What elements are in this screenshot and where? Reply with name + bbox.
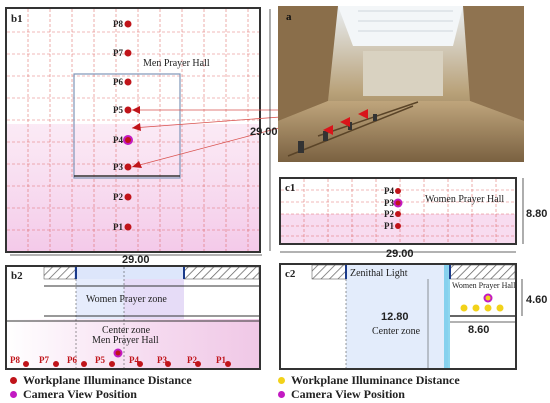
b2-zone-center: Center zone	[102, 325, 151, 336]
b1-view-arrows	[131, 109, 295, 168]
c2-points	[460, 293, 504, 312]
legend-left-camera: Camera View Position	[10, 387, 137, 402]
panel-a: a	[278, 6, 524, 162]
panel-c1-drawing: P4 P3 P2 P1 c1 Women Prayer Hall 8.80 29…	[279, 177, 547, 260]
panel-c2: c2 Zenithal Light 12.80 Center zone Wome…	[278, 262, 550, 374]
b1-width-dim-line: 29.00	[10, 254, 262, 266]
b1-width-dim-row: 29.00	[4, 250, 264, 266]
b1-zenithal-opening	[73, 73, 181, 179]
legend-right-camera: Camera View Position	[278, 387, 405, 402]
legend-left-camera-label: Camera View Position	[23, 387, 137, 401]
b1-p1: P1	[113, 222, 123, 232]
c2-dim-860: 8.60	[468, 324, 489, 336]
b1-points	[123, 20, 133, 231]
interior-photo: a	[278, 6, 524, 162]
b1-width-dim: 29.00	[122, 254, 150, 264]
legend-right-illuminance-label: Workplane Illuminance Distance	[291, 373, 460, 387]
c2-zenithal-label: Zenithal Light	[350, 268, 408, 279]
legend-left-illuminance: Workplane Illuminance Distance	[10, 373, 192, 388]
c2-center-dim: 12.80	[381, 311, 409, 323]
b1-grid	[7, 9, 259, 251]
c2-women-label: Women Prayer Hall	[452, 281, 516, 290]
legend-right-camera-label: Camera View Position	[291, 387, 405, 401]
c1-label: c1	[285, 182, 295, 194]
c1-p4: P4	[384, 186, 394, 196]
b2-points	[23, 348, 231, 367]
c1-p1: P1	[384, 221, 394, 231]
panel-b1: P8 P7 P6 P5 P4 P3 P2 P1 b1 Men Prayer Ha…	[4, 6, 295, 256]
c2-label: c2	[285, 268, 296, 280]
b2-p7: P7	[39, 355, 49, 365]
c1-width-dim: 29.00	[386, 248, 414, 258]
magenta-dot-icon	[10, 391, 17, 398]
b1-p7: P7	[113, 48, 123, 58]
b2-label: b2	[11, 270, 23, 282]
b1-p5: P5	[113, 105, 123, 115]
c1-height-dim: 8.80	[526, 208, 547, 220]
panel-b2-drawing: b2 Women Prayer zone Center zone Men Pra…	[5, 265, 261, 370]
b2-p8: P8	[10, 355, 20, 365]
c1-p2: P2	[384, 209, 394, 219]
panel-c1: P4 P3 P2 P1 c1 Women Prayer Hall 8.80 29…	[278, 176, 550, 260]
b1-height-dim: 29.00	[250, 126, 278, 138]
yellow-dot-icon	[278, 377, 285, 384]
b1-label: b1	[11, 13, 23, 25]
b2-p6: P6	[67, 355, 77, 365]
b1-p6: P6	[113, 77, 123, 87]
b1-p3: P3	[113, 162, 123, 172]
panel-c2-drawing: c2 Zenithal Light 12.80 Center zone Wome…	[279, 263, 547, 370]
b1-p4: P4	[113, 135, 123, 145]
panel-b1-drawing: P8 P7 P6 P5 P4 P3 P2 P1 b1 Men Prayer Ha…	[5, 7, 295, 253]
b1-title: Men Prayer Hall	[143, 58, 210, 69]
b1-p8: P8	[113, 19, 123, 29]
a-label: a	[286, 11, 292, 23]
magenta-dot-icon	[278, 391, 285, 398]
b2-p4: P4	[129, 355, 139, 365]
b2-zone-women: Women Prayer zone	[86, 294, 167, 305]
legend-right-illuminance: Workplane Illuminance Distance	[278, 373, 460, 388]
c2-center-label: Center zone	[372, 326, 421, 337]
b2-p2: P2	[187, 355, 197, 365]
b2-p1: P1	[216, 355, 226, 365]
panel-b2: b2 Women Prayer zone Center zone Men Pra…	[4, 264, 266, 374]
c1-p3: P3	[384, 198, 394, 208]
b2-zone-men: Men Prayer Hall	[92, 335, 159, 346]
b2-p5: P5	[95, 355, 105, 365]
c1-title: Women Prayer Hall	[425, 194, 504, 205]
red-dot-icon	[10, 377, 17, 384]
legend-left-illuminance-label: Workplane Illuminance Distance	[23, 373, 192, 387]
b1-p2: P2	[113, 192, 123, 202]
b2-p3: P3	[157, 355, 167, 365]
c2-dim-460: 4.60	[526, 294, 547, 306]
b1-point-labels: P8 P7 P6 P5 P4 P3 P2 P1	[113, 19, 123, 232]
